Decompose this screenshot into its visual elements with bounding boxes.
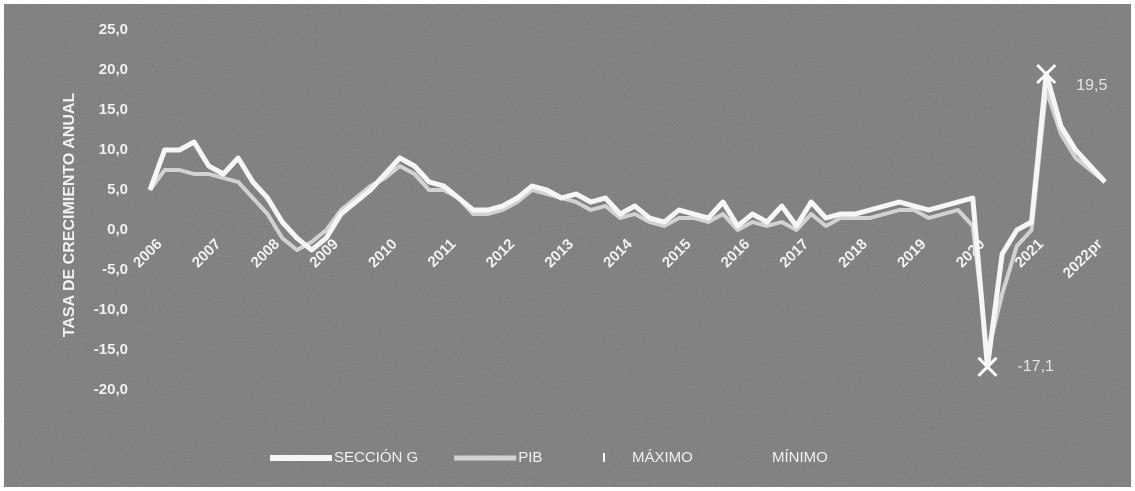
y-tick-label: 0,0 xyxy=(107,221,128,238)
legend-label: PIB xyxy=(518,449,542,466)
texture xyxy=(4,4,1131,487)
legend-label: MÍNIMO xyxy=(772,449,828,466)
series-line xyxy=(147,71,1107,370)
y-tick-label: -15,0 xyxy=(94,341,128,358)
y-tick-label: 20,0 xyxy=(99,61,128,78)
y-tick-label: 25,0 xyxy=(99,21,128,38)
legend-label: MÁXIMO xyxy=(632,449,693,466)
y-tick-label: 5,0 xyxy=(107,181,128,198)
y-tick-label: -5,0 xyxy=(102,261,128,278)
y-tick-label: -20,0 xyxy=(94,381,128,398)
y-tick-label: 15,0 xyxy=(99,101,128,118)
y-tick-label: -10,0 xyxy=(94,301,128,318)
y-axis-title: TASA DE CRECIMIENTO ANUAL xyxy=(61,93,78,338)
marker-label: 19,5 xyxy=(1076,77,1107,94)
marker xyxy=(977,356,998,377)
marker-label: -17,1 xyxy=(1017,358,1054,375)
marker xyxy=(1036,63,1057,85)
legend-label: SECCIÓN G xyxy=(334,449,418,466)
y-tick-label: 10,0 xyxy=(99,141,128,158)
series-line xyxy=(148,88,1107,356)
